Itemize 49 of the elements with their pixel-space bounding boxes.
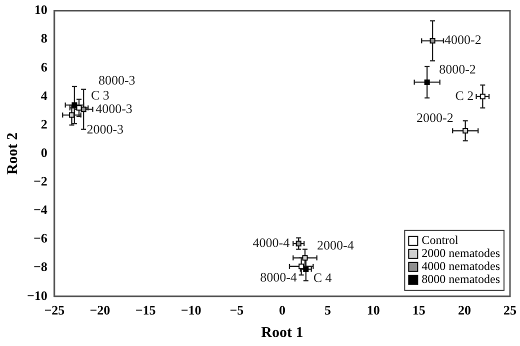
y-tick-label: −8 — [33, 259, 48, 274]
y-tick-label: 10 — [34, 2, 48, 18]
annotation: 4000-3 — [96, 100, 132, 116]
y-tick-label: 4 — [40, 88, 48, 103]
y-axis-title: Root 2 — [4, 132, 21, 175]
point — [424, 79, 430, 85]
legend-label: 2000 nematodes — [422, 246, 500, 260]
point — [296, 240, 302, 246]
y-tick-label: 0 — [40, 144, 48, 160]
annotation: 2000-2 — [416, 110, 454, 126]
x-axis-title: Root 1 — [261, 324, 304, 341]
x-tick-label: 25 — [504, 302, 517, 318]
annotation: C 2 — [455, 88, 474, 103]
x-tick-label: 20 — [458, 302, 471, 318]
annotation: 8000-2 — [439, 62, 476, 77]
x-tick-label: −15 — [135, 302, 156, 318]
x-tick-label: 15 — [412, 302, 426, 318]
y-tick-label: −6 — [33, 230, 48, 246]
annotation: 8000-4 — [260, 270, 298, 285]
point — [430, 38, 436, 44]
annotation: 2000-3 — [86, 121, 124, 136]
point — [462, 128, 468, 134]
x-tick-label: 5 — [324, 302, 332, 318]
annotation: 8000-3 — [98, 72, 136, 88]
y-tick-label: −4 — [33, 202, 48, 218]
point — [480, 94, 486, 100]
legend-label: 4000 nematodes — [422, 259, 500, 274]
x-tick-label: 10 — [366, 302, 380, 318]
x-tick-label: −25 — [44, 302, 66, 318]
legend-label: Control — [422, 233, 460, 248]
point — [76, 105, 82, 111]
y-tick-label: 6 — [40, 59, 48, 74]
annotation: 4000-2 — [444, 32, 482, 48]
point — [68, 112, 74, 118]
annotation: C 3 — [91, 87, 110, 102]
y-tick-label: −10 — [26, 288, 48, 303]
y-tick-label: 8 — [40, 30, 48, 46]
y-tick-label: −2 — [33, 174, 48, 189]
point — [72, 102, 78, 108]
annotation: 2000-4 — [316, 237, 354, 252]
point — [298, 264, 304, 270]
x-tick-label: −10 — [180, 302, 202, 318]
annotation: C 4 — [313, 270, 332, 285]
annotation: 4000-4 — [252, 234, 290, 250]
x-tick-label: −5 — [230, 302, 244, 318]
y-tick-label: 2 — [40, 116, 48, 132]
x-tick-label: 0 — [278, 302, 286, 318]
x-tick-label: −20 — [90, 302, 110, 318]
legend-label: 8000 nematodes — [422, 272, 500, 286]
